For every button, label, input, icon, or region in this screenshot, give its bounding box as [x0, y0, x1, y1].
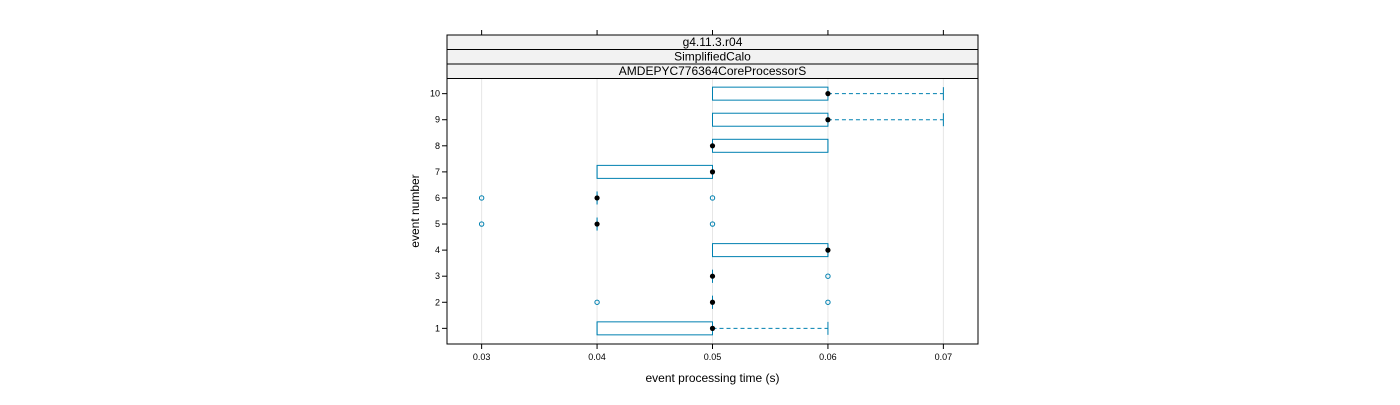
- x-tick-label-1: 0.04: [588, 352, 606, 362]
- y-tick-label-4: 5: [435, 219, 440, 229]
- box-event-4: [712, 243, 831, 258]
- strip-label-0: g4.11.3.r04: [683, 35, 743, 49]
- outlier-2-0: [594, 299, 600, 305]
- outlier-3-0: [825, 273, 831, 279]
- outlier-6-0: [478, 195, 485, 201]
- median-dot-5: [594, 221, 600, 227]
- y-axis-title: event number: [408, 174, 422, 247]
- box-iqr-9: [712, 112, 829, 127]
- y-tick-label-2: 3: [435, 271, 440, 281]
- box-event-3: [709, 269, 831, 283]
- x-tick-label-4: 0.07: [935, 352, 953, 362]
- median-dot-2: [709, 299, 716, 305]
- outlier-5-0: [478, 221, 485, 227]
- box-event-6: [478, 191, 716, 205]
- box-iqr-7: [596, 164, 714, 179]
- outlier-6-1: [709, 195, 716, 201]
- strip-label-2: AMDEPYC776364CoreProcessorS: [619, 64, 806, 78]
- y-tick-label-7: 8: [435, 141, 440, 151]
- y-tick-label-1: 2: [435, 297, 440, 307]
- x-tick-label-2: 0.05: [704, 352, 722, 362]
- median-dot-7: [709, 169, 716, 175]
- y-axis: 1 2 3 4 5 6 7 8 9 10: [430, 89, 447, 333]
- y-tick-label-0: 1: [435, 323, 440, 333]
- y-tick-label-5: 6: [435, 193, 440, 203]
- box-event-5: [478, 217, 716, 231]
- median-dot-9: [825, 117, 831, 123]
- box-event-10: [712, 86, 944, 101]
- median-dot-10: [825, 91, 831, 97]
- strip-label-1: SimplifiedCalo: [674, 50, 751, 64]
- x-axis-title: event processing time (s): [645, 371, 779, 385]
- box-layer: [478, 86, 944, 336]
- box-event-1: [596, 321, 829, 336]
- strip-layer: g4.11.3.r04SimplifiedCaloAMDEPYC776364Co…: [446, 34, 979, 79]
- x-tick-label-0: 0.03: [473, 352, 491, 362]
- y-tick-label-3: 4: [435, 245, 440, 255]
- x-axis: 0.03 0.04 0.05 0.06 0.07: [473, 30, 952, 362]
- box-event-9: [712, 112, 944, 127]
- median-dot-3: [709, 273, 716, 279]
- y-tick-label-6: 7: [435, 167, 440, 177]
- outlier-2-1: [825, 299, 831, 305]
- box-event-2: [594, 295, 831, 309]
- box-iqr-8: [712, 138, 829, 153]
- box-iqr-4: [712, 243, 829, 258]
- median-dot-4: [825, 247, 831, 253]
- median-dot-6: [594, 195, 600, 201]
- strip-box-2: [446, 63, 979, 79]
- outlier-5-1: [709, 221, 716, 227]
- y-tick-label-8: 9: [435, 115, 440, 125]
- box-iqr-10: [712, 86, 829, 101]
- median-dot-8: [709, 143, 716, 149]
- box-event-8: [709, 138, 829, 153]
- median-dot-1: [709, 325, 716, 331]
- y-tick-label-9: 10: [430, 89, 440, 99]
- x-tick-label-3: 0.06: [819, 352, 837, 362]
- box-event-7: [596, 164, 716, 179]
- box-iqr-1: [596, 321, 714, 336]
